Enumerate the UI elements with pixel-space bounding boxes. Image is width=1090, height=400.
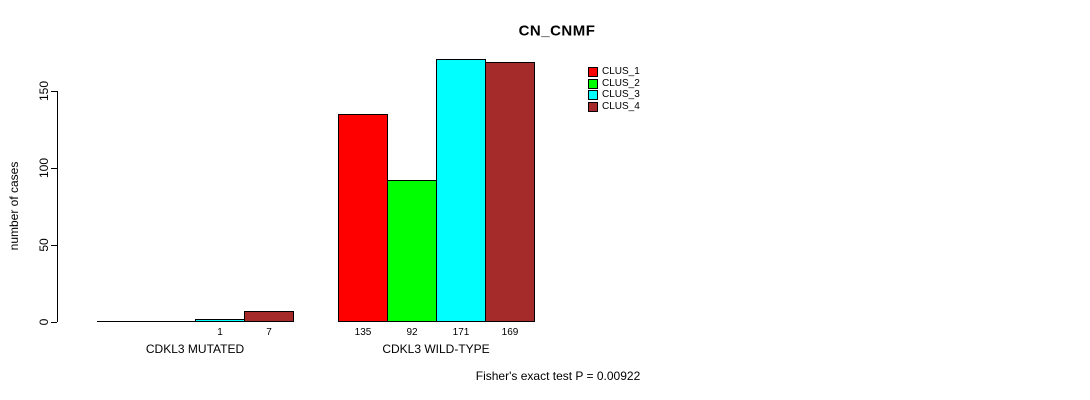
y-axis-tick <box>51 244 57 246</box>
bar-value-label: 171 <box>452 327 470 338</box>
legend-label: CLUS_1 <box>602 65 640 77</box>
bar-value-label: 135 <box>354 327 372 338</box>
y-tick-label: 50 <box>37 238 51 252</box>
legend-swatch-clus_4 <box>588 101 598 112</box>
y-tick-label: 100 <box>37 157 51 179</box>
y-tick-label: 0 <box>37 318 51 326</box>
legend-row: CLUS_1 <box>588 66 640 78</box>
bar-clus_2-group1-zero <box>146 321 196 322</box>
bar-clus_3-group2 <box>436 59 486 322</box>
bar-value-label: 92 <box>406 327 418 338</box>
bar-clus_2-group2 <box>387 180 437 322</box>
bar-clus_4-group1 <box>244 311 294 322</box>
legend: CLUS_1 CLUS_2 CLUS_3 CLUS_4 <box>588 66 640 113</box>
x-group-label: CDKL3 WILD-TYPE <box>382 342 490 356</box>
legend-row: CLUS_4 <box>588 101 640 113</box>
stat-annotation: Fisher's exact test P = 0.00922 <box>475 369 641 383</box>
legend-row: CLUS_3 <box>588 89 640 101</box>
y-tick-label: 150 <box>37 80 51 102</box>
legend-swatch-clus_1 <box>588 66 598 77</box>
legend-label: CLUS_3 <box>602 89 640 101</box>
y-axis-tick <box>51 321 57 323</box>
x-group-label: CDKL3 MUTATED <box>145 342 245 356</box>
legend-label: CLUS_2 <box>602 77 640 89</box>
legend-swatch-clus_2 <box>588 78 598 89</box>
bar-value-label: 169 <box>501 327 519 338</box>
legend-row: CLUS_2 <box>588 78 640 90</box>
chart-title: CN_CNMF <box>518 22 596 40</box>
bar-value-label: 1 <box>217 327 223 338</box>
bar-clus_4-group2 <box>485 62 535 322</box>
y-axis-title: number of cases <box>7 161 21 251</box>
legend-swatch-clus_3 <box>588 90 598 101</box>
legend-label: CLUS_4 <box>602 100 640 112</box>
bar-clus_1-group1-zero <box>97 321 147 322</box>
y-axis-tick <box>51 90 57 92</box>
bar-clus_1-group2 <box>338 114 388 322</box>
y-axis-tick <box>51 167 57 169</box>
bar-value-label: 7 <box>266 327 272 338</box>
y-axis-line <box>57 91 58 322</box>
bar-clus_3-group1 <box>195 319 245 322</box>
